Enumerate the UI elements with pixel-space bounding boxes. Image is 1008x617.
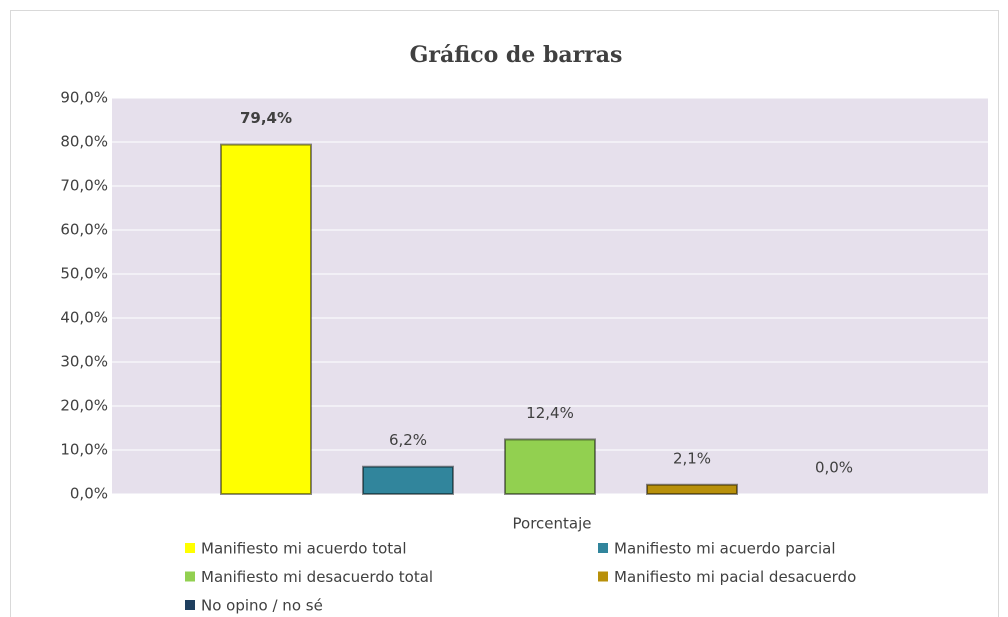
y-tick-label: 90,0% (60, 89, 108, 107)
x-tick-label: Porcentaje (513, 515, 592, 533)
y-tick-label: 80,0% (60, 133, 108, 151)
y-tick-label: 30,0% (60, 353, 108, 371)
y-tick-label: 0,0% (70, 485, 108, 503)
bar (646, 483, 738, 496)
data-label: 79,4% (240, 109, 292, 127)
legend-label: No opino / no sé (201, 597, 323, 615)
data-label: 6,2% (389, 431, 427, 449)
y-tick-label: 20,0% (60, 397, 108, 415)
data-label: 0,0% (815, 459, 853, 477)
legend-label: Manifiesto mi acuerdo parcial (614, 540, 836, 558)
legend-swatch (598, 543, 608, 553)
legend-label: Manifiesto mi desacuerdo total (201, 568, 433, 586)
y-tick-label: 50,0% (60, 265, 108, 283)
chart-title: Gráfico de barras (410, 42, 623, 68)
legend-swatch (598, 571, 608, 582)
bar (362, 465, 454, 496)
y-tick-label: 40,0% (60, 309, 108, 327)
legend-label: Manifiesto mi acuerdo total (201, 540, 407, 558)
y-tick-label: 10,0% (60, 441, 108, 459)
data-label: 2,1% (673, 449, 711, 467)
legend-swatch (185, 571, 195, 582)
legend-swatch (185, 543, 195, 553)
data-label: 12,4% (526, 404, 574, 422)
y-tick-label: 70,0% (60, 177, 108, 195)
bar (220, 143, 312, 495)
legend-label: Manifiesto mi pacial desacuerdo (614, 568, 856, 586)
bar (504, 438, 596, 496)
legend-swatch (185, 600, 195, 610)
y-tick-label: 60,0% (60, 221, 108, 239)
